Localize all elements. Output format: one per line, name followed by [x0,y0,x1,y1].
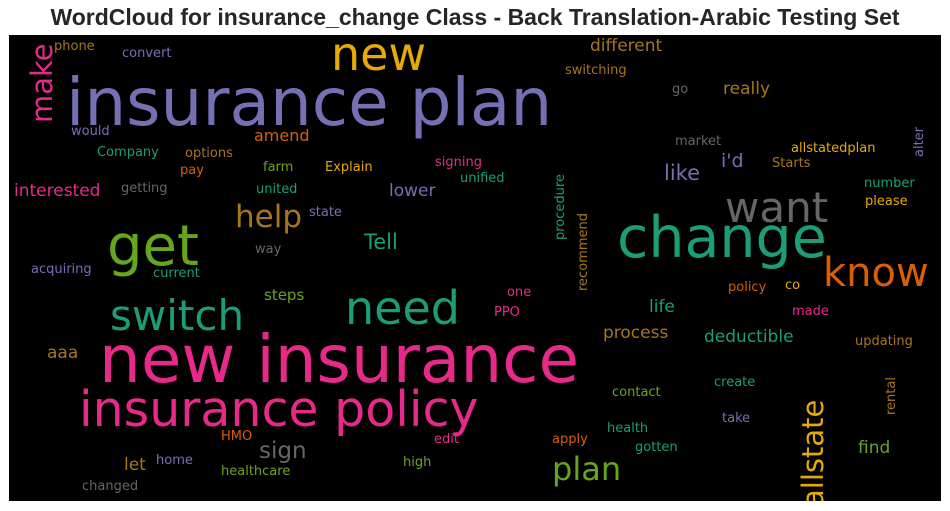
word-new: new [331,35,427,81]
word-cloud: insurance plan new insurance insurance p… [9,35,941,501]
word-gotten: gotten [635,440,678,455]
word-switching: switching [565,63,627,78]
word-ppo: PPO [494,305,520,320]
word-acquiring: acquiring [31,262,92,277]
word-one: one [507,285,532,300]
word-like: like [664,161,701,185]
word-deductible: deductible [704,327,794,347]
word-really: really [723,79,770,99]
word-want: want [725,183,829,232]
word-home: home [156,453,193,468]
word-life: life [649,297,675,317]
word-recommend: recommend [576,213,591,291]
word-get: get [107,214,199,279]
word-know: know [823,250,929,296]
word-switch: switch [110,291,245,340]
word-unified: unified [460,171,505,186]
word-sign: sign [259,438,307,464]
word-policy: policy [728,280,767,295]
word-contact: contact [612,385,661,400]
word-please: please [865,194,908,209]
word-steps: steps [264,286,305,304]
word-make: make [25,43,59,123]
word-plan: plan [552,450,622,488]
word-health: health [607,421,649,436]
word-state: state [309,205,342,220]
word-hmo: HMO [221,429,253,444]
word-healthcare: healthcare [221,464,291,479]
word-would: would [71,124,110,139]
word-find: find [858,438,891,458]
word-rental: rental [884,377,899,415]
word-interested: interested [14,181,101,201]
word-let: let [124,455,146,475]
word-convert: convert [122,46,172,61]
word-different: different [590,36,663,56]
word-pay: pay [180,163,204,178]
word-co: co [785,278,801,293]
word-tell: Tell [364,230,398,254]
word-phone: phone [54,39,95,54]
word-starts: Starts [772,156,811,171]
word-insurance-policy: insurance policy [79,381,479,438]
word-procedure: procedure [553,174,568,240]
word-take: take [722,411,751,426]
word-farm: farm [263,160,294,175]
word-united: united [256,182,298,197]
word-amend: amend [254,126,310,145]
word-options: options [185,146,233,161]
word-updating: updating [855,334,913,349]
word-help: help [235,199,303,235]
word-changed: changed [82,479,139,494]
word-apply: apply [552,432,588,447]
word-explain: Explain [325,160,373,175]
word-id: i'd [721,150,744,172]
word-process: process [603,323,669,343]
word-lower: lower [389,181,436,201]
word-new-insurance: new insurance [99,321,580,398]
word-market: market [675,134,722,149]
word-getting: getting [121,181,168,196]
word-create: create [714,375,756,390]
chart-title: WordCloud for insurance_change Class - B… [50,4,900,30]
word-company: Company [97,145,159,160]
word-way: way [255,242,282,257]
word-signing: signing [435,155,482,170]
word-allstatedplan: allstatedplan [791,141,876,156]
word-insurance-plan: insurance plan [66,64,553,141]
word-change: change [617,205,827,271]
word-high: high [403,455,432,470]
word-edit: edit [434,432,459,447]
word-aaa: aaa [47,343,79,363]
word-go: go [672,82,689,97]
word-need: need [345,281,460,335]
word-allstate: allstate [796,399,830,501]
word-alter: alter [912,126,927,157]
word-made: made [792,304,829,319]
word-current: current [153,266,200,281]
word-number: number [864,176,915,191]
